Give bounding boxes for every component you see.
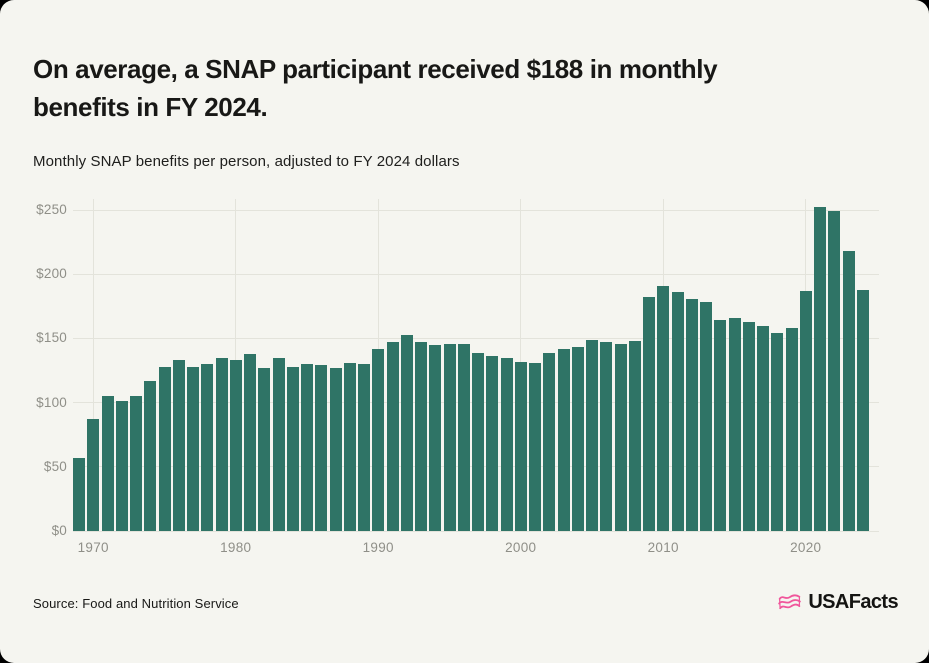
- x-gridline: [92, 199, 94, 531]
- y-gridline: [73, 337, 879, 339]
- bar-2012[interactable]: [685, 298, 698, 531]
- bar-2019[interactable]: [785, 328, 798, 531]
- bar-2004[interactable]: [571, 347, 584, 531]
- bar-1996[interactable]: [457, 343, 470, 531]
- bar-1992[interactable]: [400, 334, 413, 531]
- bar-2017[interactable]: [757, 325, 769, 531]
- bar-1997[interactable]: [472, 352, 484, 531]
- bar-1979[interactable]: [215, 357, 228, 531]
- plot-area: [73, 199, 879, 532]
- y-tick-label: $250: [36, 202, 67, 217]
- bar-1970[interactable]: [87, 419, 100, 531]
- bar-2005[interactable]: [586, 339, 598, 531]
- bar-1995[interactable]: [443, 343, 456, 531]
- bar-2011[interactable]: [671, 292, 684, 531]
- x-tick-label: 1970: [77, 540, 109, 555]
- x-tick-label: 2000: [505, 540, 537, 555]
- title-line-2: benefits in FY 2024.: [33, 92, 268, 122]
- bar-1998[interactable]: [486, 356, 499, 531]
- bar-1999[interactable]: [500, 357, 513, 531]
- bar-1993[interactable]: [415, 342, 427, 531]
- chart-subtitle: Monthly SNAP benefits per person, adjust…: [33, 153, 460, 170]
- title-line-1: On average, a SNAP participant received …: [33, 54, 718, 84]
- bar-1969[interactable]: [73, 457, 85, 531]
- bar-2009[interactable]: [643, 297, 655, 531]
- usafacts-flag-icon: [777, 590, 802, 615]
- y-tick-label: $100: [36, 394, 67, 410]
- x-tick-label: 1990: [362, 540, 394, 555]
- bar-1972[interactable]: [115, 401, 128, 531]
- bar-1971[interactable]: [101, 396, 114, 531]
- x-tick-label: 2010: [647, 540, 679, 555]
- y-tick-label: $150: [36, 330, 67, 346]
- page-title: On average, a SNAP participant received …: [33, 50, 718, 126]
- bar-1975[interactable]: [158, 366, 171, 531]
- bar-2015[interactable]: [728, 317, 741, 531]
- usafacts-logo[interactable]: USAFacts: [777, 590, 899, 615]
- bar-1982[interactable]: [258, 367, 271, 531]
- bar-1984[interactable]: [286, 366, 299, 531]
- y-tick-label: $200: [36, 266, 67, 282]
- bar-chart: $0 $50 $100 $150 $200 $250 1970 1980 1990 2000 20…: [0, 195, 929, 570]
- bar-2008[interactable]: [628, 340, 641, 531]
- bar-2023[interactable]: [842, 251, 855, 531]
- y-gridline: [73, 273, 879, 275]
- bar-1980[interactable]: [229, 360, 242, 531]
- x-tick-label: 1980: [220, 540, 252, 555]
- bar-1973[interactable]: [130, 396, 142, 531]
- bar-1994[interactable]: [429, 344, 442, 531]
- bar-2010[interactable]: [657, 285, 670, 531]
- bar-1978[interactable]: [201, 364, 214, 531]
- bar-1981[interactable]: [244, 353, 256, 531]
- y-tick-label: $0: [51, 523, 67, 538]
- bar-1983[interactable]: [272, 357, 285, 531]
- source-note: Source: Food and Nutrition Service: [33, 596, 239, 611]
- bar-2021[interactable]: [814, 207, 826, 531]
- bar-1988[interactable]: [343, 362, 356, 531]
- bar-1990[interactable]: [372, 348, 385, 531]
- y-tick-label: $50: [43, 458, 67, 474]
- bar-1991[interactable]: [386, 342, 399, 531]
- y-gridline: [73, 530, 879, 532]
- bar-2020[interactable]: [799, 290, 812, 531]
- bar-1976[interactable]: [172, 360, 185, 531]
- bar-1989[interactable]: [358, 364, 370, 531]
- bar-1974[interactable]: [144, 380, 157, 531]
- bar-2001[interactable]: [529, 362, 541, 531]
- usafacts-logo-text: USAFacts: [808, 591, 898, 613]
- bar-1977[interactable]: [187, 366, 199, 531]
- bar-2024[interactable]: [856, 289, 869, 531]
- bar-2018[interactable]: [771, 333, 784, 531]
- bar-1985[interactable]: [301, 364, 313, 531]
- bar-2014[interactable]: [714, 320, 727, 531]
- x-tick-label: 2020: [790, 540, 822, 555]
- bar-2016[interactable]: [742, 321, 755, 531]
- bar-1986[interactable]: [315, 365, 328, 531]
- bar-2006[interactable]: [600, 342, 613, 531]
- bar-2003[interactable]: [557, 348, 570, 531]
- bar-1987[interactable]: [329, 367, 342, 531]
- bar-2022[interactable]: [828, 211, 841, 531]
- bar-2002[interactable]: [543, 352, 556, 531]
- bar-2013[interactable]: [700, 302, 712, 531]
- bar-2007[interactable]: [614, 343, 627, 531]
- bar-2000[interactable]: [514, 361, 527, 531]
- y-gridline: [73, 209, 879, 211]
